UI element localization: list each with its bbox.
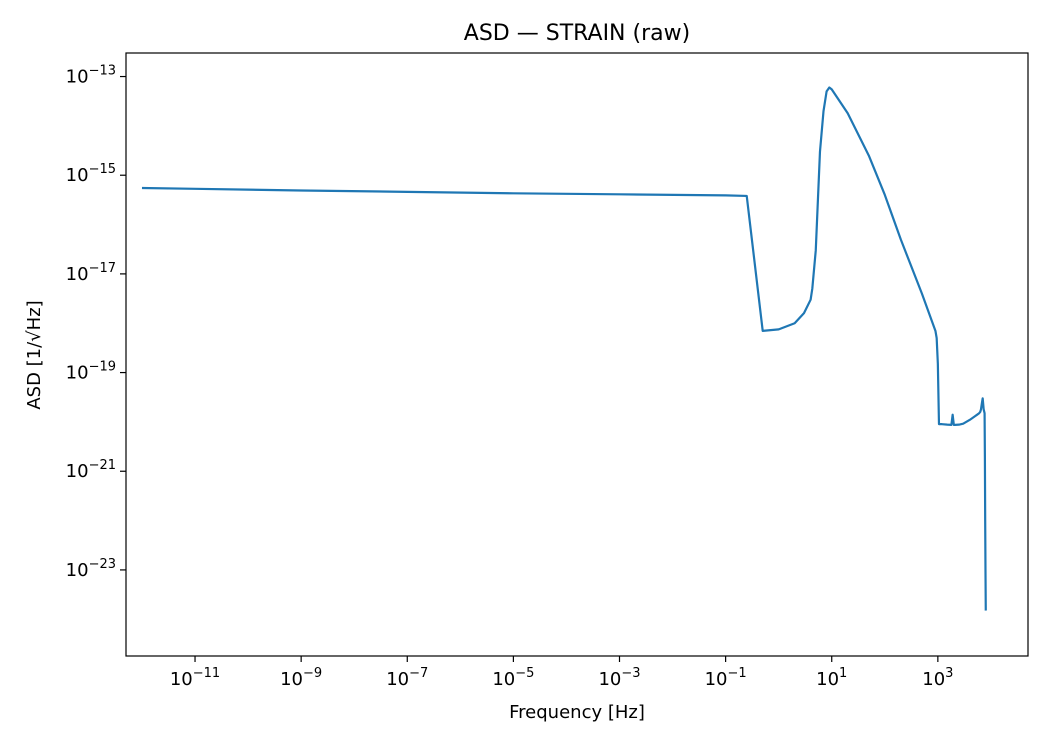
y-tick-label: 10−13 bbox=[66, 64, 116, 88]
y-axis-ticks: 10−13 10−15 10−17 10−19 10−21 10−23 bbox=[66, 64, 126, 581]
x-tick-label: 10−11 bbox=[170, 666, 220, 690]
series-line-0 bbox=[141, 86, 987, 611]
x-tick-label: 10−5 bbox=[492, 666, 534, 690]
x-tick-label: 10−7 bbox=[386, 666, 428, 690]
x-tick-label: 101 bbox=[816, 666, 847, 690]
x-axis-ticks: 10−11 10−9 10−7 10−5 10−3 10−1 101 103 bbox=[170, 656, 953, 690]
chart-title: ASD — STRAIN (raw) bbox=[464, 21, 690, 46]
x-tick-label: 103 bbox=[922, 666, 953, 690]
y-tick-label: 10−17 bbox=[66, 261, 116, 285]
series-layer bbox=[141, 86, 987, 611]
y-tick-label: 10−21 bbox=[66, 458, 116, 482]
y-tick-label: 10−19 bbox=[66, 360, 116, 384]
plot-area-frame bbox=[125, 52, 1029, 657]
x-tick-label: 10−9 bbox=[280, 666, 322, 690]
y-tick-label: 10−15 bbox=[66, 162, 116, 186]
y-axis-label: ASD [1/√Hz] bbox=[24, 300, 45, 409]
x-tick-label: 10−3 bbox=[598, 666, 640, 690]
x-tick-label: 10−1 bbox=[705, 666, 747, 690]
y-tick-label: 10−23 bbox=[66, 557, 116, 581]
x-axis-label: Frequency [Hz] bbox=[509, 702, 645, 723]
